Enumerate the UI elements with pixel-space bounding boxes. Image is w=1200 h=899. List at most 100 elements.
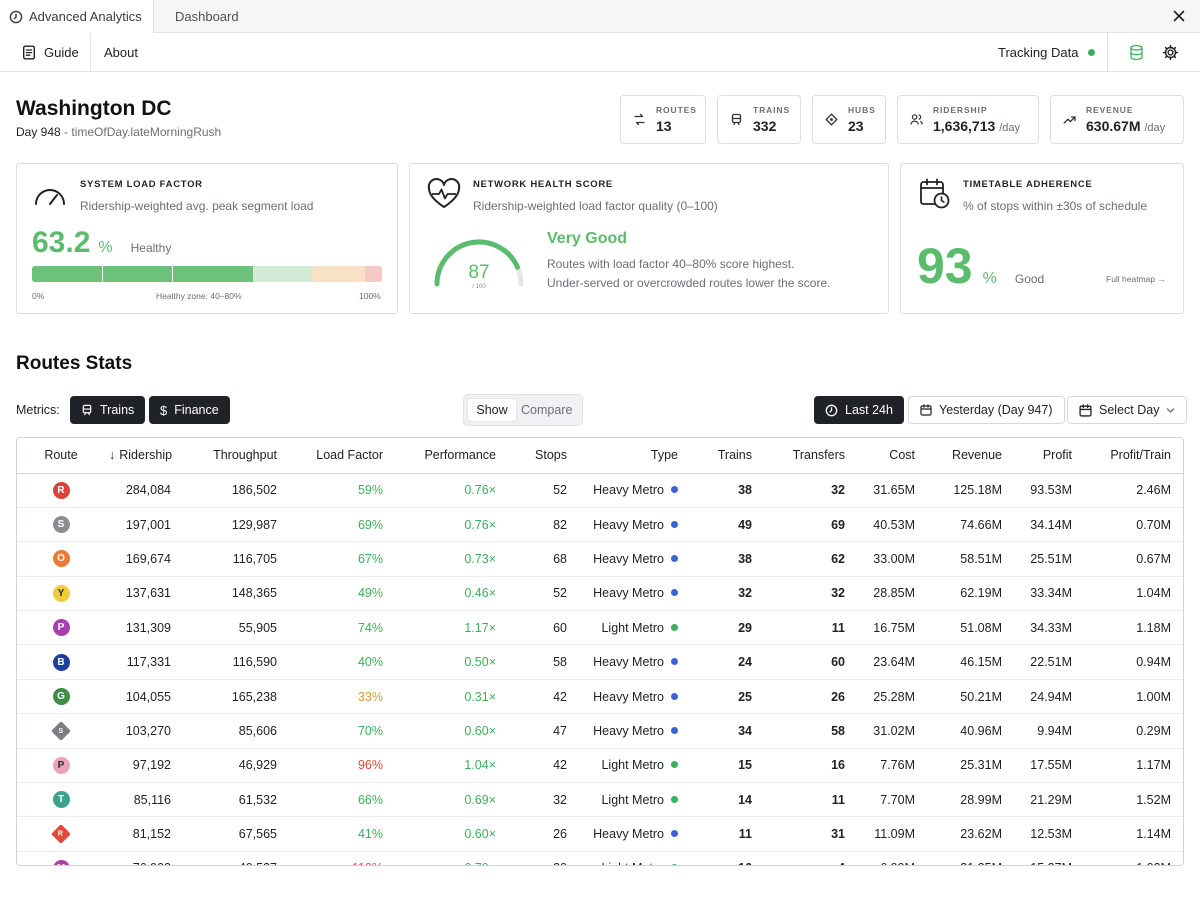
load-factor-cell: 69% — [289, 507, 395, 543]
profit-per-train-cell: 1.17M — [1084, 748, 1183, 784]
type-dot — [671, 795, 678, 803]
last-24h-button[interactable]: Last 24h — [814, 396, 904, 424]
network-health-description: Ridership-weighted load factor quality (… — [473, 199, 718, 213]
route-badge[interactable]: P — [52, 619, 70, 637]
page-title: Washington DC — [16, 97, 172, 120]
column-header-stops[interactable]: Stops — [508, 438, 579, 474]
column-header-load-factor[interactable]: Load Factor — [289, 438, 395, 474]
ridership-cell: 103,270 — [105, 713, 183, 749]
transfers-cell: 31 — [764, 816, 857, 852]
database-icon[interactable] — [1128, 44, 1145, 61]
yesterday-button[interactable]: Yesterday (Day 947) — [908, 396, 1065, 424]
profit-per-train-cell: 1.14M — [1084, 816, 1183, 852]
route-badge[interactable]: P — [52, 756, 70, 774]
table-row[interactable]: G 104,055 165,238 33% 0.31× 42 Heavy Metro 25 26… — [17, 679, 1183, 715]
column-header-throughput[interactable]: Throughput — [183, 438, 289, 474]
table-row[interactable]: O 169,674 116,705 67% 0.73× 68 Heavy Metro 38 62… — [17, 541, 1183, 577]
column-header-type[interactable]: Type — [579, 438, 690, 474]
routes-icon — [634, 113, 645, 126]
throughput-cell: 148,365 — [183, 576, 289, 612]
health-score-gauge — [434, 239, 524, 287]
table-row[interactable]: R 81,152 67,565 41% 0.60× 26 Heavy Metro 11 31 11… — [17, 816, 1183, 852]
about-button[interactable]: About — [104, 44, 138, 60]
stat-unit: /day — [1144, 122, 1166, 134]
column-header-profit[interactable]: Profit — [1014, 438, 1084, 474]
column-header-profit-per-train[interactable]: Profit/Train — [1084, 438, 1183, 474]
route-cell: T — [17, 782, 105, 818]
show-option[interactable]: Show — [468, 399, 516, 421]
column-header-revenue[interactable]: Revenue — [927, 438, 1014, 474]
load-factor-cell: 41% — [289, 816, 395, 852]
table-row[interactable]: T 85,116 61,532 66% 0.69× 32 Light Metro 14 11 7.… — [17, 782, 1183, 818]
stops-cell: 68 — [508, 541, 579, 577]
bar-tick — [172, 266, 173, 282]
transfers-cell: 16 — [764, 748, 857, 784]
cost-cell: 28.85M — [857, 576, 927, 612]
trains-metric-button[interactable]: Trains — [70, 396, 146, 424]
ridership-cell: 131,309 — [105, 610, 183, 646]
route-badge[interactable]: B — [52, 653, 70, 671]
page-subtitle: Day 948 - timeOfDay.lateMorningRush — [16, 125, 221, 139]
table-row[interactable]: P 97,192 46,929 96% 1.04× 42 Light Metro 15 16 7.… — [17, 748, 1183, 784]
table-row[interactable]: S 103,270 85,606 70% 0.60× 47 Heavy Metro 34 58 3… — [17, 713, 1183, 749]
full-heatmap-link[interactable]: Full heatmap → — [1106, 274, 1166, 284]
routes-table: Route ↓ Ridership Throughput Load Factor … — [16, 437, 1184, 866]
route-badge[interactable]: T — [52, 791, 70, 809]
route-badge[interactable]: R — [51, 824, 71, 845]
trains-cell: 49 — [690, 507, 764, 543]
route-badge[interactable]: S — [51, 721, 71, 742]
type-dot — [671, 830, 678, 838]
finance-metric-button[interactable]: $ Finance — [149, 396, 230, 424]
tab-bar: Advanced Analytics Dashboard — [0, 0, 1200, 33]
gear-icon[interactable] — [1162, 44, 1179, 61]
tab-advanced-analytics[interactable]: Advanced Analytics — [0, 0, 154, 33]
cost-cell: 23.64M — [857, 644, 927, 680]
guide-button[interactable]: Guide — [0, 33, 91, 71]
route-badge[interactable]: O — [52, 550, 70, 568]
column-header-route[interactable]: Route — [17, 438, 105, 474]
table-row[interactable]: M 76,90240,537110%0.79×30 Light Metro 1646.… — [17, 851, 1183, 865]
type-dot — [671, 761, 678, 769]
throughput-cell: 55,905 — [183, 610, 289, 646]
column-header-trains[interactable]: Trains — [690, 438, 764, 474]
route-badge[interactable]: S — [52, 516, 70, 534]
column-header-cost[interactable]: Cost — [857, 438, 927, 474]
stat-value: 630.67M /day — [1086, 118, 1165, 134]
column-header-transfers[interactable]: Transfers — [764, 438, 857, 474]
type-label: Heavy Metro — [593, 723, 664, 738]
type-label: Light Metro — [601, 620, 664, 635]
bar-zone-label: Healthy zone: 40–80% — [156, 291, 242, 301]
table-row[interactable]: Y 137,631 148,365 49% 0.46× 52 Heavy Metro 32 32… — [17, 576, 1183, 612]
route-badge[interactable]: G — [52, 688, 70, 706]
route-badge[interactable]: Y — [52, 584, 70, 602]
table-row[interactable]: B 117,331 116,590 40% 0.50× 58 Heavy Metro 24 60… — [17, 644, 1183, 680]
column-header-ridership[interactable]: ↓ Ridership — [105, 438, 183, 474]
stat-key: RIDERSHIP — [933, 105, 988, 115]
compare-option[interactable]: Compare — [521, 403, 573, 417]
route-badge[interactable]: M — [52, 859, 70, 865]
tab-dashboard[interactable]: Dashboard — [175, 8, 239, 24]
stat-card-hubs: HUBS 23 — [812, 95, 886, 144]
network-health-card: NETWORK HEALTH SCORE Ridership-weighted … — [409, 163, 889, 314]
table-row[interactable]: S 197,001 129,987 69% 0.76× 82 Heavy Metro 49 69… — [17, 507, 1183, 543]
performance-cell: 0.73× — [395, 541, 508, 577]
load-factor-status: Healthy — [130, 241, 172, 255]
route-badge[interactable]: R — [52, 481, 70, 499]
select-day-dropdown[interactable]: Select Day — [1067, 396, 1188, 424]
transfers-cell: 62 — [764, 541, 857, 577]
column-header-performance[interactable]: Performance — [395, 438, 508, 474]
profit-cell: 12.53M — [1014, 816, 1084, 852]
table-row[interactable]: P 131,309 55,905 74% 1.17× 60 Light Metro 29 11 1… — [17, 610, 1183, 646]
ridership-cell: 284,084 — [105, 473, 183, 508]
tracking-data-status[interactable]: Tracking Data — [998, 33, 1096, 71]
type-cell: Light Metro — [579, 782, 690, 818]
profit-per-train-cell: 1.00M — [1084, 679, 1183, 715]
timetable-unit: % — [982, 270, 997, 287]
close-icon[interactable] — [1171, 8, 1187, 24]
people-icon — [910, 114, 923, 125]
sort-arrow-down-icon: ↓ — [109, 448, 116, 463]
table-row[interactable]: R 284,084 186,502 59% 0.76× 52 Heavy Metro 38 32… — [17, 473, 1183, 508]
stat-card-routes: ROUTES 13 — [620, 95, 706, 144]
ridership-cell: 117,331 — [105, 644, 183, 680]
throughput-cell: 67,565 — [183, 816, 289, 852]
